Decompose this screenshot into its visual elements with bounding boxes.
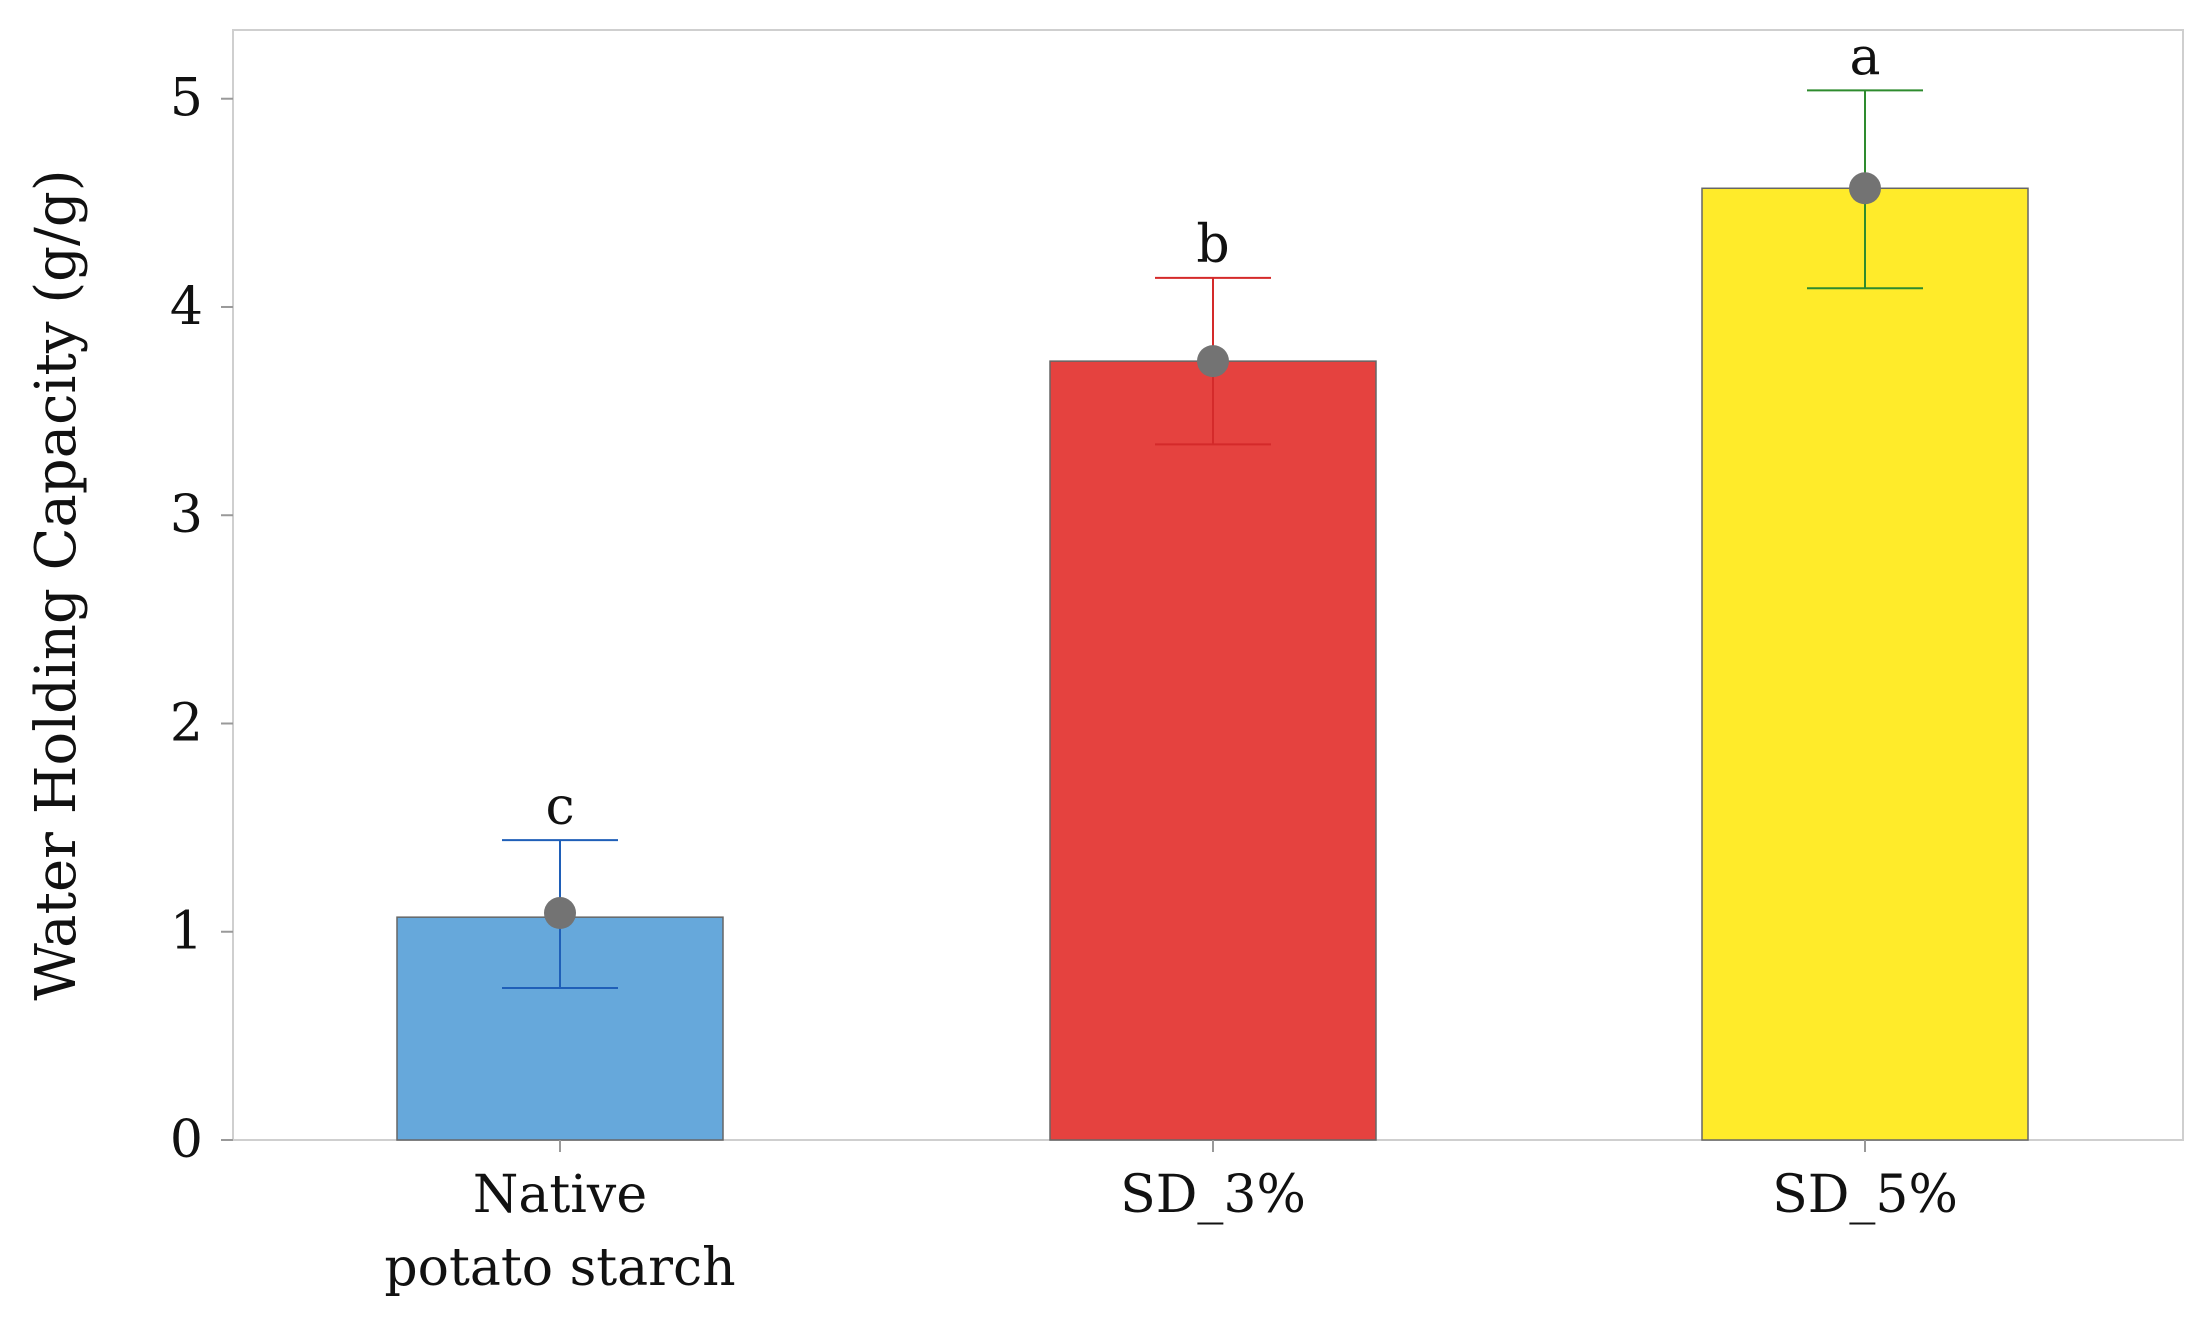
y-tick-label: 2 [170,693,203,753]
significance-letters: c b a [545,27,1880,837]
significance-letter: a [1849,27,1880,87]
y-axis: 0 1 2 3 4 5 [170,69,233,1170]
bar [1049,360,1377,1141]
mean-point [1197,345,1229,378]
bar [1701,187,2029,1141]
mean-point [1849,172,1881,205]
significance-letter: b [1196,215,1229,275]
mean-point [544,897,576,930]
x-category-label: Native [473,1165,647,1225]
x-category-label: SD_3% [1120,1165,1306,1225]
y-axis-title: Water Holding Capacity (g/g) [24,169,89,1000]
bars [396,187,2029,1141]
significance-letter: c [545,777,574,837]
mean-points [544,172,1881,930]
y-tick-label: 1 [170,902,203,962]
x-category-label: potato starch [384,1238,735,1298]
x-axis: Native potato starch SD_3% SD_5% [384,1165,1958,1298]
y-tick-label: 0 [170,1110,203,1170]
x-category-label: SD_5% [1772,1165,1958,1225]
y-tick-label: 5 [170,69,203,129]
y-tick-label: 4 [170,277,203,337]
y-tick-label: 3 [170,485,203,545]
